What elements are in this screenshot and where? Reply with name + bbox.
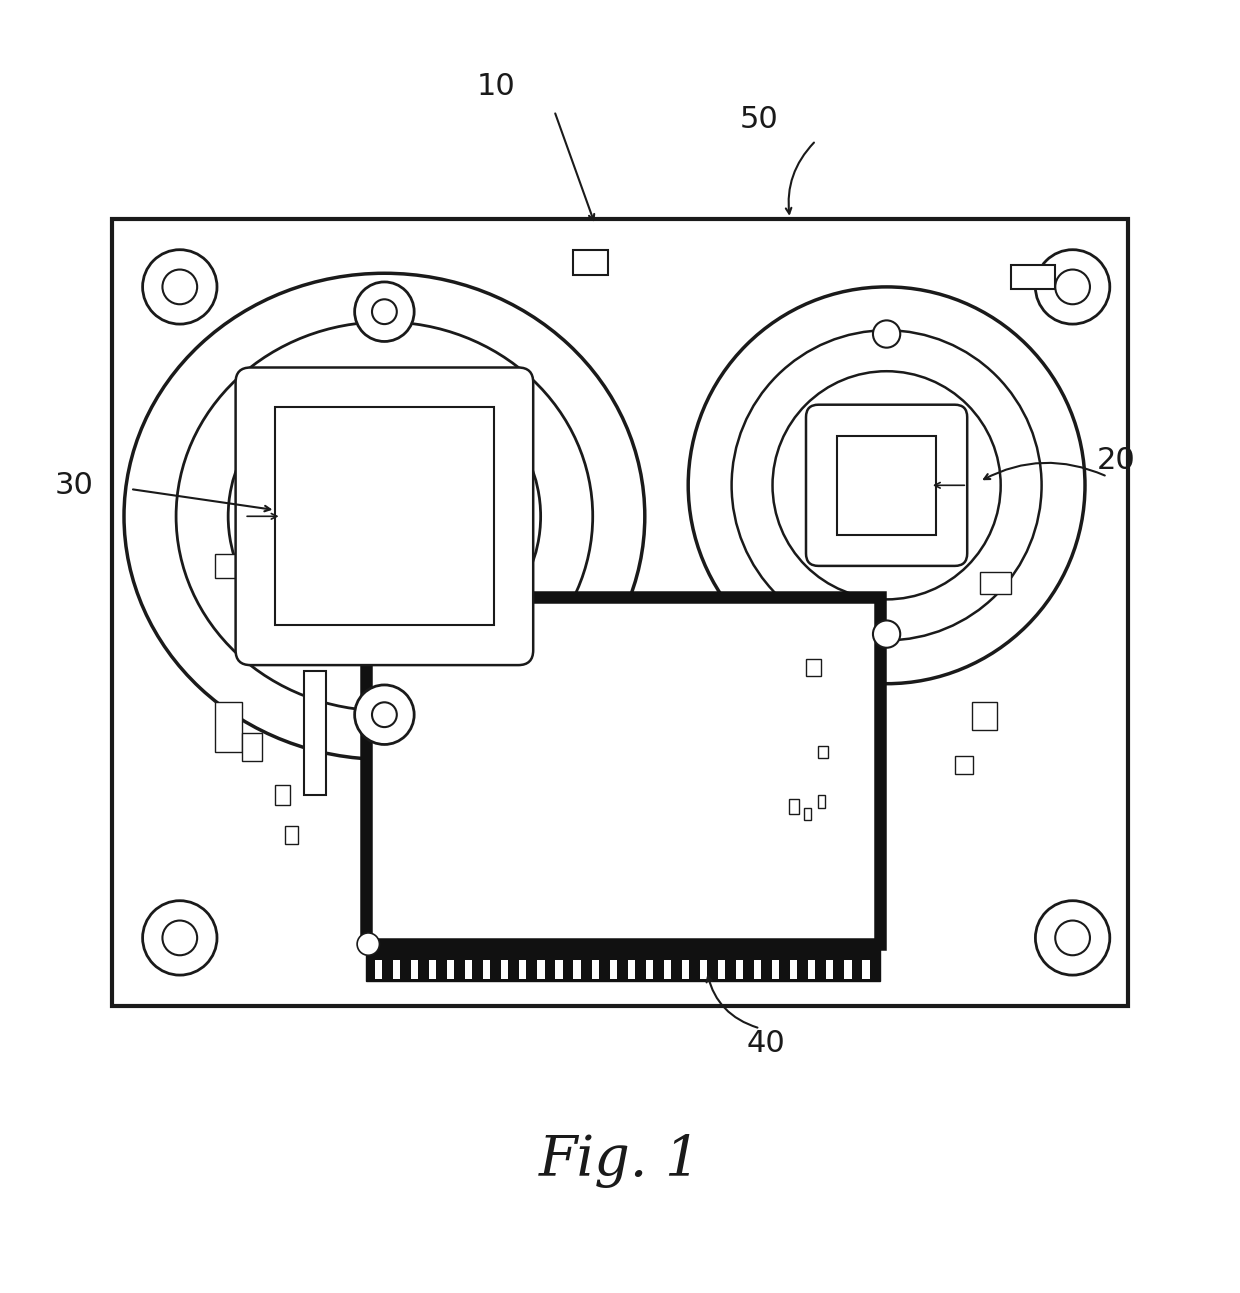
Circle shape [372,702,397,727]
Bar [537,961,544,979]
Bar [808,961,816,979]
Text: Fig. 1: Fig. 1 [539,1134,701,1188]
Bar [520,961,527,979]
Circle shape [873,321,900,348]
Bar [737,961,743,979]
Circle shape [162,921,197,956]
Circle shape [143,250,217,325]
Circle shape [732,330,1042,640]
Bar [972,702,997,729]
Circle shape [1035,250,1110,325]
Bar [663,961,671,979]
Circle shape [1035,901,1110,975]
Circle shape [143,901,217,975]
Bar [773,961,779,979]
Text: 20: 20 [1096,446,1136,475]
Bar [682,961,689,979]
Bar [448,961,454,979]
Circle shape [355,685,414,745]
Circle shape [773,371,1001,600]
Bar [242,733,262,760]
Bar [844,961,852,979]
Circle shape [372,299,397,325]
Text: 30: 30 [55,471,94,500]
Bar [980,572,1011,595]
Bar [275,785,290,806]
Circle shape [162,269,197,304]
Bar [501,961,508,979]
Bar [610,961,616,979]
Bar [862,961,869,979]
Bar [374,961,382,979]
Bar [275,407,494,626]
Bar [718,961,725,979]
Bar [627,961,635,979]
Bar [285,826,298,843]
Bar [826,961,833,979]
FancyBboxPatch shape [806,405,967,566]
Circle shape [1055,269,1090,304]
Bar [465,961,472,979]
Bar [410,961,418,979]
Circle shape [355,282,414,341]
Text: 10: 10 [476,71,516,101]
Bar [215,702,242,753]
Circle shape [688,287,1085,684]
Text: 50: 50 [739,105,779,134]
FancyBboxPatch shape [236,367,533,665]
Circle shape [357,934,379,956]
Bar [837,436,936,535]
Bar [699,961,707,979]
Bar [393,961,401,979]
Circle shape [873,621,900,648]
Bar [573,961,580,979]
Bar [556,961,563,979]
Bar [112,219,1128,1006]
Bar [754,961,761,979]
Bar [215,553,249,578]
Bar [790,961,797,979]
Bar [806,659,821,676]
Bar [789,799,799,813]
Bar [646,961,653,979]
Bar [366,597,880,944]
Bar [484,961,490,979]
Bar [429,961,436,979]
Ellipse shape [228,371,541,662]
Bar [573,250,608,274]
Circle shape [1055,921,1090,956]
Bar [1011,265,1055,290]
Ellipse shape [124,273,645,759]
Bar [591,961,599,979]
Bar [304,671,326,795]
Bar [366,944,880,981]
Bar [818,746,828,758]
Text: 40: 40 [746,1029,786,1058]
Bar [804,808,811,820]
Bar [955,755,973,775]
Ellipse shape [176,322,593,711]
Bar [818,795,825,808]
